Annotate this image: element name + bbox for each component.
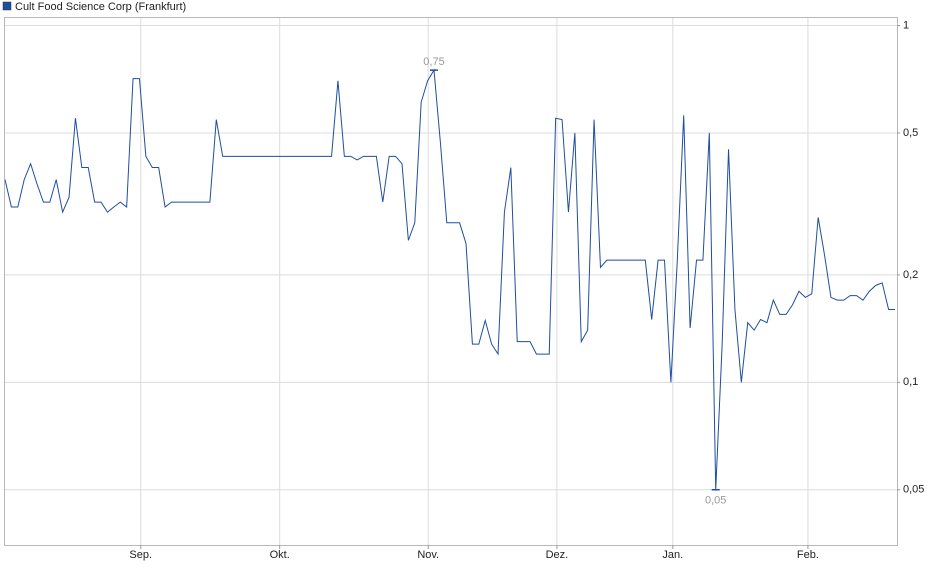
x-tick-label: Feb. <box>797 549 819 561</box>
legend-swatch <box>2 1 12 11</box>
y-tick-label: 1 <box>903 19 909 31</box>
legend-label: Cult Food Science Corp (Frankfurt) <box>15 1 186 13</box>
x-tick-label: Okt. <box>270 549 290 561</box>
price-line <box>4 68 895 490</box>
y-tick-label: 0,5 <box>903 127 918 139</box>
y-tick-label: 0,1 <box>903 376 918 388</box>
x-tick-label: Dez. <box>546 549 569 561</box>
y-tick-label: 0,05 <box>903 484 924 496</box>
value-label: 0,05 <box>705 495 726 507</box>
x-tick-label: Nov. <box>417 549 439 561</box>
x-tick-label: Sep. <box>129 549 152 561</box>
plot-frame <box>4 17 898 546</box>
y-tick-label: 0,2 <box>903 269 918 281</box>
x-tick-label: Jan. <box>662 549 683 561</box>
value-label: 0,75 <box>423 56 444 68</box>
